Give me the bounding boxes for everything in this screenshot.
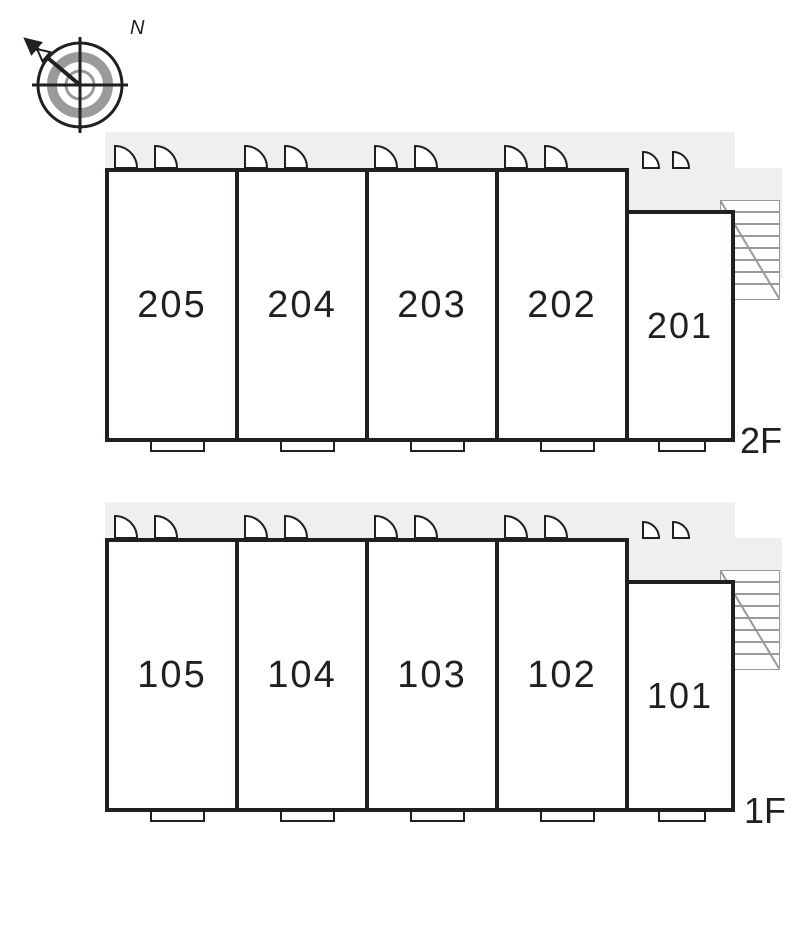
unit-label: 105: [137, 654, 206, 697]
unit-label: 102: [527, 654, 596, 697]
unit-label: 203: [397, 284, 466, 327]
unit-102: 102: [495, 538, 629, 812]
unit-105: 105: [105, 538, 239, 812]
unit-203: 203: [365, 168, 499, 442]
svg-text:N: N: [130, 17, 145, 39]
window-cap: [658, 810, 706, 822]
window-cap: [280, 810, 335, 822]
compass-icon: N: [20, 10, 150, 145]
unit-205: 205: [105, 168, 239, 442]
window-cap: [410, 810, 465, 822]
unit-label: 104: [267, 654, 336, 697]
window-cap: [150, 810, 205, 822]
window-cap: [410, 440, 465, 452]
unit-201: 201: [625, 210, 735, 442]
unit-label: 205: [137, 284, 206, 327]
unit-label: 204: [267, 284, 336, 327]
unit-label: 202: [527, 284, 596, 327]
floor-label-2f: 2F: [740, 420, 782, 462]
unit-label: 201: [647, 305, 713, 347]
window-cap: [540, 810, 595, 822]
floorplan-canvas: N 205 204 203 202 201: [0, 0, 800, 940]
unit-101: 101: [625, 580, 735, 812]
door-arcs-1f: [105, 510, 765, 540]
window-cap: [658, 440, 706, 452]
unit-label: 101: [647, 675, 713, 717]
door-arcs-2f: [105, 140, 765, 170]
unit-103: 103: [365, 538, 499, 812]
window-cap: [150, 440, 205, 452]
window-cap: [540, 440, 595, 452]
unit-202: 202: [495, 168, 629, 442]
unit-204: 204: [235, 168, 369, 442]
floor-label-1f: 1F: [744, 790, 786, 832]
unit-label: 103: [397, 654, 466, 697]
unit-104: 104: [235, 538, 369, 812]
window-cap: [280, 440, 335, 452]
